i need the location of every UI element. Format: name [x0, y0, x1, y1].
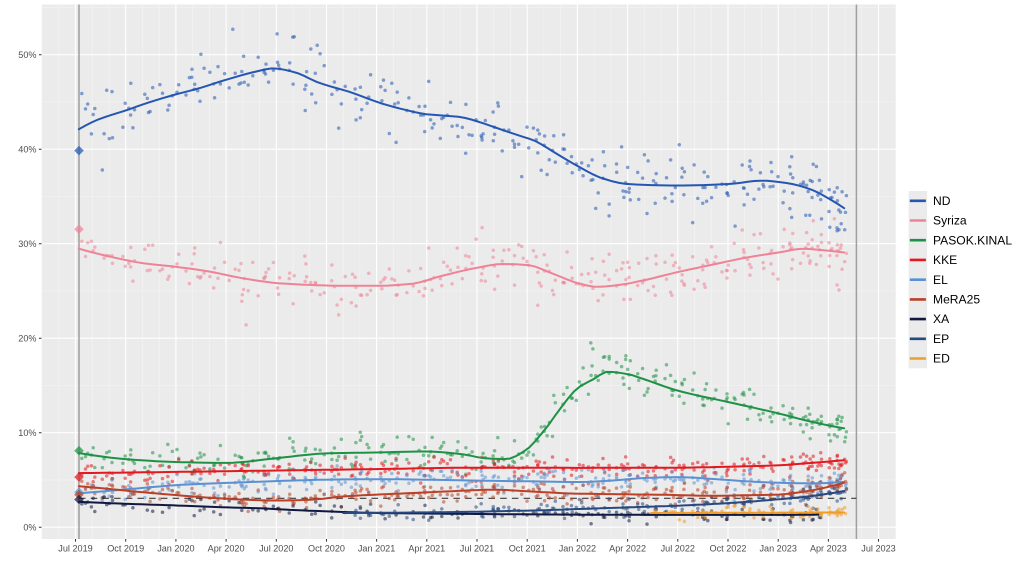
svg-text:50%: 50%: [18, 50, 36, 60]
svg-text:Oct 2020: Oct 2020: [308, 544, 345, 554]
svg-text:Jan 2020: Jan 2020: [157, 544, 194, 554]
svg-text:40%: 40%: [18, 144, 36, 154]
svg-text:EP: EP: [933, 332, 949, 346]
svg-text:30%: 30%: [18, 239, 36, 249]
svg-text:PASOK.KINAL: PASOK.KINAL: [933, 233, 1012, 247]
svg-text:Apr 2023: Apr 2023: [810, 544, 847, 554]
svg-text:Apr 2021: Apr 2021: [408, 544, 445, 554]
svg-text:ED: ED: [933, 352, 950, 366]
svg-text:Jul 2020: Jul 2020: [259, 544, 293, 554]
svg-text:EL: EL: [933, 273, 948, 287]
svg-text:Jul 2022: Jul 2022: [661, 544, 695, 554]
svg-text:Apr 2022: Apr 2022: [609, 544, 646, 554]
svg-text:KKE: KKE: [933, 253, 957, 267]
svg-text:Jan 2023: Jan 2023: [759, 544, 796, 554]
svg-text:MeRA25: MeRA25: [933, 293, 980, 307]
svg-text:Apr 2020: Apr 2020: [208, 544, 245, 554]
svg-text:Oct 2019: Oct 2019: [107, 544, 144, 554]
svg-text:Oct 2022: Oct 2022: [710, 544, 747, 554]
svg-text:20%: 20%: [18, 333, 36, 343]
svg-text:Syriza: Syriza: [933, 214, 967, 228]
svg-text:XA: XA: [933, 312, 950, 326]
svg-text:10%: 10%: [18, 428, 36, 438]
svg-text:ND: ND: [933, 194, 951, 208]
svg-text:Jul 2021: Jul 2021: [460, 544, 494, 554]
svg-text:0%: 0%: [23, 522, 36, 532]
svg-text:Jan 2021: Jan 2021: [358, 544, 395, 554]
svg-text:Jan 2022: Jan 2022: [559, 544, 596, 554]
svg-text:Jul 2019: Jul 2019: [58, 544, 92, 554]
svg-text:Oct 2021: Oct 2021: [509, 544, 546, 554]
svg-text:Jul 2023: Jul 2023: [861, 544, 895, 554]
